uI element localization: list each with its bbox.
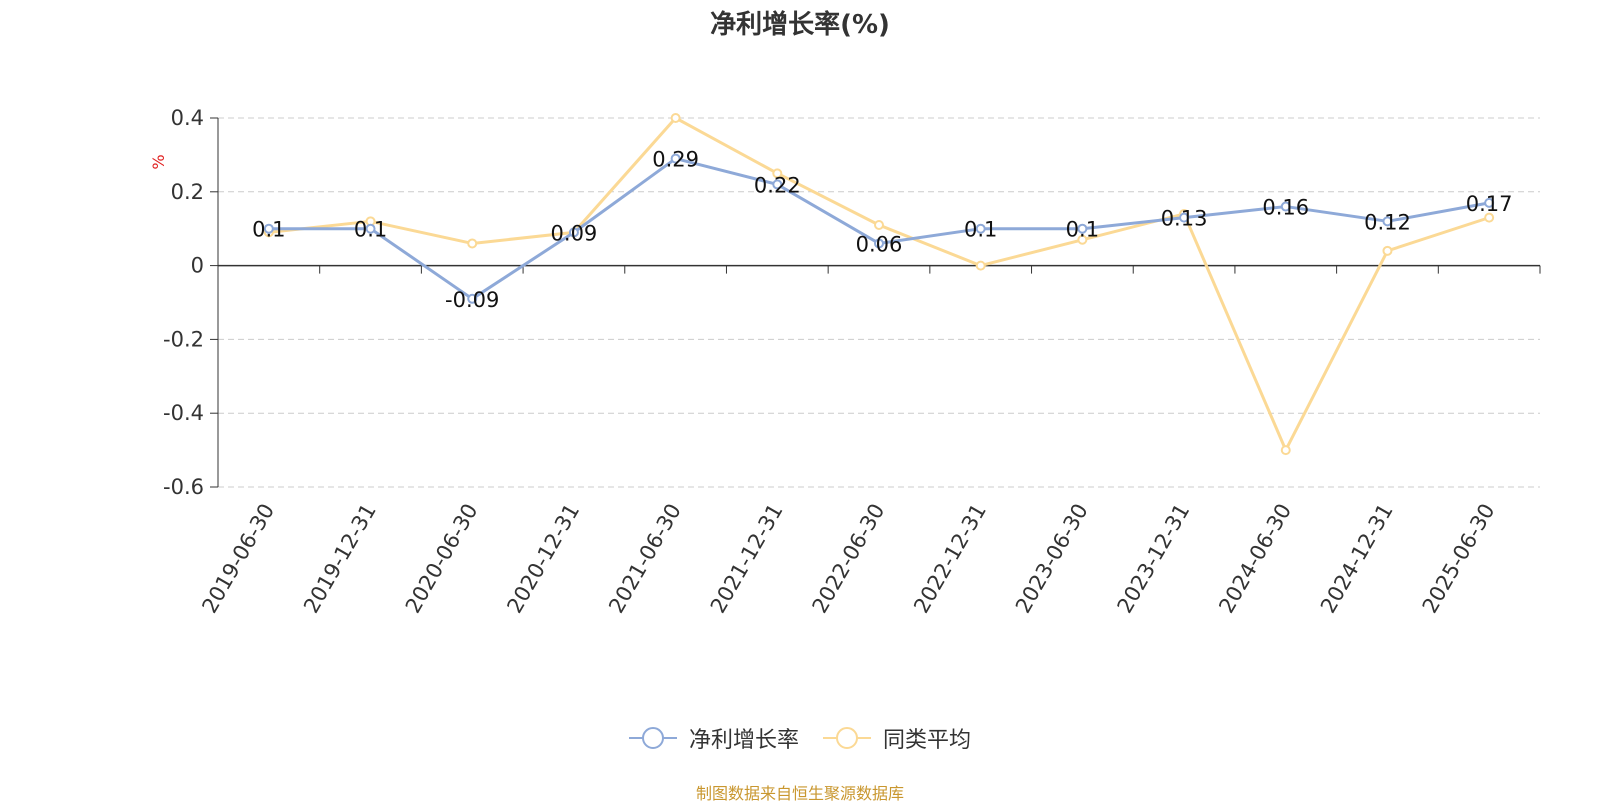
x-tick-label: 2021-06-30 — [604, 500, 686, 618]
y-tick-label: 0.4 — [171, 106, 204, 130]
x-tick-label: 2025-06-30 — [1418, 500, 1500, 618]
data-point — [975, 223, 986, 234]
data-label: 0.13 — [1161, 207, 1208, 231]
data-point — [772, 179, 783, 190]
data-point — [467, 293, 478, 304]
legend: 净利增长率 同类平均 — [0, 722, 1600, 754]
data-point — [1382, 245, 1393, 256]
y-tick-label: 0 — [191, 254, 204, 278]
data-label: 0.09 — [551, 221, 598, 245]
data-source-note: 制图数据来自恒生聚源数据库 — [695, 784, 904, 803]
data-point — [874, 238, 884, 249]
x-tick-label: 2020-06-30 — [401, 500, 483, 618]
x-tick-label: 2024-12-31 — [1316, 500, 1398, 618]
data-point — [263, 223, 274, 234]
data-point — [1280, 201, 1291, 212]
legend-label-peer-average: 同类平均 — [883, 728, 972, 753]
data-point — [365, 223, 376, 234]
data-point — [1077, 234, 1088, 245]
data-point — [467, 238, 478, 249]
x-tick-label: 2019-06-30 — [197, 500, 279, 618]
legend-item-peer-average[interactable]: 同类平均 — [823, 722, 971, 754]
legend-marker-peer-average — [823, 727, 871, 749]
data-label: 0.1 — [252, 218, 285, 242]
data-point — [975, 260, 986, 271]
x-tick-label: 2021-12-31 — [706, 500, 788, 618]
data-point — [670, 153, 681, 164]
data-label: -0.09 — [445, 288, 499, 312]
x-tick-label: 2019-12-31 — [299, 500, 381, 618]
data-point — [568, 227, 579, 238]
y-tick-label: -0.2 — [163, 327, 204, 351]
data-label: 0.29 — [652, 148, 699, 172]
data-point — [772, 168, 783, 179]
data-label: 0.22 — [754, 173, 801, 197]
data-label: 0.1 — [964, 218, 997, 242]
data-label: 0.1 — [354, 218, 387, 242]
x-tick-label: 2023-06-30 — [1011, 500, 1093, 618]
data-label: 0.1 — [1066, 218, 1099, 242]
x-tick-label: 2024-06-30 — [1214, 500, 1296, 618]
data-label: 0.17 — [1466, 192, 1513, 216]
data-label: 0.12 — [1364, 210, 1411, 234]
data-point — [1484, 197, 1495, 208]
y-tick-label: -0.6 — [163, 475, 204, 499]
x-tick-label: 2023-12-31 — [1113, 500, 1195, 618]
y-tick-label: -0.4 — [163, 401, 204, 425]
chart-title: 净利增长率(%) — [710, 10, 890, 40]
data-point — [1077, 223, 1088, 234]
x-tick-label: 2022-06-30 — [808, 500, 890, 618]
y-axis-label: % — [149, 154, 168, 169]
x-tick-label: 2020-12-31 — [502, 500, 584, 618]
data-point — [874, 220, 884, 231]
x-tick-label: 2022-12-31 — [909, 500, 991, 618]
y-tick-label: 0.2 — [171, 180, 204, 204]
data-label: 0.16 — [1262, 196, 1309, 220]
data-point — [1484, 212, 1495, 223]
data-label: 0.06 — [856, 232, 903, 256]
data-point — [670, 113, 681, 123]
legend-item-net-growth[interactable]: 净利增长率 — [628, 722, 799, 754]
data-point — [1280, 445, 1291, 456]
data-point — [1382, 216, 1393, 227]
data-point — [1179, 212, 1190, 223]
legend-label-net-growth: 净利增长率 — [688, 728, 799, 753]
legend-marker-net-growth — [628, 727, 677, 749]
